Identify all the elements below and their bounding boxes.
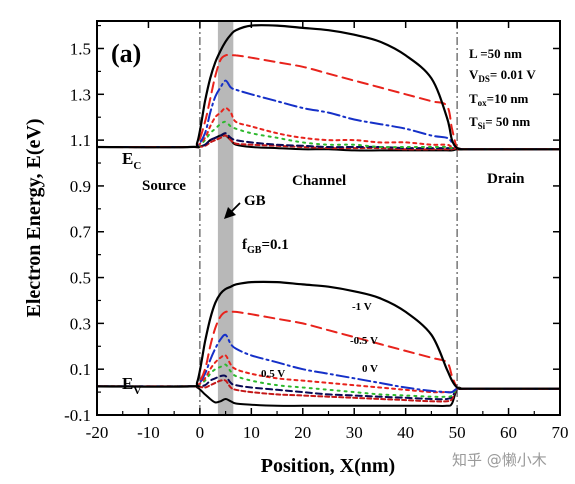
watermark: 知乎 @懒小木	[452, 451, 547, 469]
series-label-neg05v: -0.5 V	[350, 335, 378, 347]
channel-region-label: Channel	[292, 173, 346, 189]
series-4-ec-line	[97, 120, 560, 151]
y-tick-label: 0.7	[70, 223, 92, 242]
series-layer	[97, 24, 560, 407]
y-tick-label: 0.1	[70, 360, 91, 379]
param-vds: V	[469, 67, 479, 82]
svg-text:TSi= 50 nm: TSi= 50 nm	[469, 114, 530, 131]
param-tsi: T	[469, 114, 478, 129]
series-2-ev-line	[97, 333, 560, 394]
parameter-block: L =50 nm VDS= 0.01 V Tox=10 nm TSi= 50 n…	[469, 46, 536, 131]
svg-text:L =50 nm: L =50 nm	[469, 46, 522, 61]
series-1-ec-line	[97, 54, 560, 151]
series-4-ev-line	[97, 363, 560, 398]
series-0-ev-line	[97, 280, 560, 390]
series-7-ev-line	[97, 385, 560, 407]
conduction-band-label: EC	[122, 149, 141, 172]
x-tick-label: 0	[196, 423, 205, 442]
svg-text:Tox=10 nm: Tox=10 nm	[469, 91, 529, 108]
junction-lines	[199, 21, 458, 415]
x-tick-label: 70	[552, 423, 569, 442]
y-tick-label: 0.9	[70, 177, 91, 196]
param-length: L	[469, 46, 478, 61]
y-tick-label: 1.5	[70, 39, 91, 58]
series-2-ec-line	[97, 79, 560, 151]
series-3-ec-line	[97, 106, 560, 151]
gb-arrow	[224, 202, 241, 219]
valence-band-label: EV	[122, 374, 141, 397]
series-6-ev-line	[97, 379, 560, 403]
x-tick-label: -20	[86, 423, 109, 442]
series-7-ec-line	[97, 134, 560, 152]
y-tick-label: 1.1	[70, 131, 91, 150]
x-tick-label: 20	[294, 423, 311, 442]
drain-region-label: Drain	[487, 171, 525, 187]
x-axis-title: Position, X(nm)	[261, 455, 395, 477]
x-tick-label: 50	[449, 423, 466, 442]
y-tick-label: 0.5	[70, 269, 91, 288]
y-tick-label: 0.3	[70, 314, 91, 333]
x-tick-label: -10	[137, 423, 160, 442]
series-3-ev-line	[97, 354, 560, 394]
y-tick-label: -0.1	[64, 406, 91, 425]
x-tick-label: 30	[346, 423, 363, 442]
y-axis-title: Electron Energy, E(eV)	[23, 118, 45, 317]
x-axis-ticks: -20 -10 0 10 20 30 40 50 60 70	[86, 21, 569, 442]
source-region-label: Source	[142, 178, 186, 194]
y-tick-label: 1.3	[70, 85, 91, 104]
series-1-ev-line	[97, 310, 560, 390]
svg-text:VDS= 0.01 V: VDS= 0.01 V	[469, 67, 536, 84]
x-tick-label: 40	[397, 423, 414, 442]
panel-label: (a)	[111, 39, 141, 68]
x-tick-label: 10	[243, 423, 260, 442]
param-tox: T	[469, 91, 478, 106]
series-label-0v: 0 V	[362, 363, 378, 375]
series-5-ec-line	[97, 132, 560, 151]
series-5-ev-line	[97, 374, 560, 401]
y-axis-ticks: -0.1 0.1 0.3 0.5 0.7 0.9 1.1 1.3 1.5	[64, 24, 560, 425]
x-tick-label: 60	[500, 423, 517, 442]
gb-label: GB	[244, 193, 266, 209]
series-0-ec-line	[97, 24, 560, 151]
gb-fraction-label: fGB=0.1	[242, 237, 289, 256]
series-label-neg1v: -1 V	[352, 301, 372, 313]
series-label-05v: 0.5 V	[261, 368, 285, 380]
